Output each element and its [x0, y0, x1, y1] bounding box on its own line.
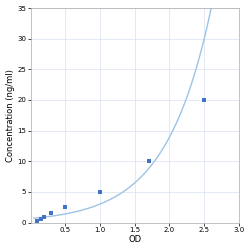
Point [49, 211, 53, 215]
Point [63, 205, 67, 209]
Point [98, 190, 102, 194]
Point [42, 215, 46, 219]
Point [146, 159, 150, 163]
X-axis label: OD: OD [128, 236, 141, 244]
Point [36, 219, 40, 223]
Point [39, 217, 43, 221]
Y-axis label: Concentration (ng/ml): Concentration (ng/ml) [6, 69, 15, 162]
Point [202, 98, 206, 102]
